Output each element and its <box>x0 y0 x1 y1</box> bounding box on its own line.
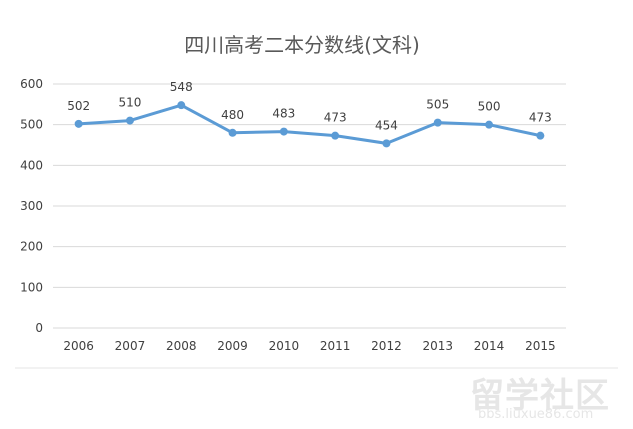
data-label: 473 <box>529 111 552 125</box>
x-axis-ticks: 2006 2007 2008 2009 2010 2011 2012 2013 2014 2015 <box>63 339 555 353</box>
y-tick-label: 400 <box>20 158 43 172</box>
data-point <box>279 127 288 136</box>
data-point <box>536 131 545 140</box>
chart-title: 四川高考二本分数线(文科) <box>184 33 420 57</box>
data-label: 473 <box>324 111 347 125</box>
y-tick-label: 600 <box>20 77 43 91</box>
x-tick-label: 2013 <box>422 339 453 353</box>
x-tick-label: 2015 <box>525 339 556 353</box>
data-point <box>177 101 186 110</box>
gridlines <box>53 83 566 329</box>
series-line <box>78 103 541 145</box>
data-point <box>382 139 391 148</box>
data-label: 500 <box>478 100 501 114</box>
data-point <box>74 119 83 128</box>
y-axis-ticks: 0 100 200 300 400 500 600 <box>20 77 43 335</box>
data-labels: 502 510 548 480 483 473 454 505 500 473 <box>67 80 552 132</box>
series-points <box>74 101 545 148</box>
x-tick-label: 2009 <box>217 339 248 353</box>
x-tick-label: 2012 <box>371 339 402 353</box>
data-label: 502 <box>67 99 90 113</box>
x-tick-label: 2006 <box>63 339 94 353</box>
x-tick-label: 2007 <box>115 339 146 353</box>
data-point <box>485 120 494 129</box>
data-point <box>228 128 237 137</box>
y-tick-label: 100 <box>20 280 43 294</box>
data-point <box>125 116 134 125</box>
data-point <box>331 131 340 140</box>
x-tick-label: 2008 <box>166 339 197 353</box>
data-label: 505 <box>426 98 449 112</box>
watermark-logo-text: 留学社区 <box>470 376 610 416</box>
data-point <box>433 118 442 127</box>
y-tick-label: 0 <box>35 321 43 335</box>
data-label: 510 <box>118 96 141 110</box>
x-tick-label: 2014 <box>474 339 505 353</box>
data-label: 480 <box>221 108 244 122</box>
watermark-url: bbs.liuxue86.com <box>478 407 594 422</box>
y-tick-label: 200 <box>20 240 43 254</box>
y-tick-label: 300 <box>20 199 43 213</box>
x-tick-label: 2010 <box>269 339 300 353</box>
x-tick-label: 2011 <box>320 339 351 353</box>
data-label: 454 <box>375 118 398 132</box>
data-label: 548 <box>170 80 193 94</box>
series-line-path <box>78 103 541 145</box>
data-label: 483 <box>272 107 295 121</box>
y-tick-label: 500 <box>20 118 43 132</box>
